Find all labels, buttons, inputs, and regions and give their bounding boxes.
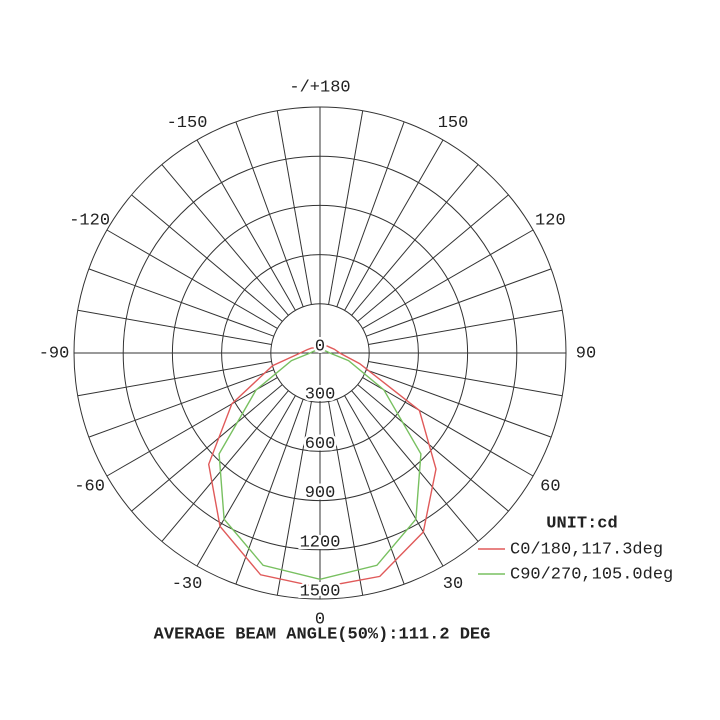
spoke	[362, 377, 534, 477]
curves	[207, 345, 437, 589]
angle-label: -30	[172, 575, 203, 594]
legend-label: C0/180,117.3deg	[510, 540, 663, 559]
angle-label: -150	[167, 114, 208, 133]
radial-label: 900	[305, 484, 336, 503]
spoke	[77, 361, 272, 397]
grid	[73, 106, 567, 600]
spoke	[196, 395, 296, 567]
angle-label: 0	[315, 610, 325, 629]
angle-label: 90	[576, 344, 596, 363]
unit-label: UNIT:cd	[546, 514, 617, 533]
radial-label: 1200	[300, 533, 341, 552]
spoke	[88, 369, 274, 438]
footer: AVERAGE BEAM ANGLE(50%):111.2 DEG	[154, 625, 491, 644]
spoke	[88, 268, 274, 337]
legend-label: C90/270,105.0deg	[510, 565, 673, 584]
spoke	[235, 399, 304, 585]
spoke	[131, 194, 283, 322]
spoke	[336, 399, 405, 585]
angle-label: 150	[438, 114, 469, 133]
labels: -/+180-150-120-90-60-3003060901201500300…	[39, 78, 674, 629]
spoke	[77, 309, 272, 345]
spoke	[328, 401, 364, 596]
spoke	[328, 110, 364, 305]
angle-label: -120	[69, 211, 110, 230]
radial-label: 300	[305, 386, 336, 405]
spoke	[344, 139, 444, 311]
spoke	[276, 110, 312, 305]
spoke	[344, 395, 444, 567]
spoke	[131, 384, 283, 512]
radial-label: 0	[315, 337, 325, 356]
spoke	[161, 164, 289, 316]
spoke	[362, 229, 534, 329]
angle-label: -90	[39, 344, 70, 363]
series-line	[218, 349, 422, 581]
spoke	[106, 229, 278, 329]
spoke	[357, 384, 509, 512]
angle-label: -/+180	[289, 78, 350, 97]
angle-label: 120	[535, 211, 566, 230]
series-line	[207, 345, 437, 589]
radial-label: 1500	[300, 582, 341, 601]
spoke	[351, 390, 479, 542]
spoke	[196, 139, 296, 311]
radial-label: 600	[305, 435, 336, 454]
spoke	[106, 377, 278, 477]
spoke	[161, 390, 289, 542]
angle-label: 30	[443, 575, 463, 594]
spoke	[357, 194, 509, 322]
spoke	[235, 121, 304, 307]
spoke	[366, 268, 552, 337]
angle-label: -60	[74, 477, 105, 496]
spoke	[351, 164, 479, 316]
spoke	[336, 121, 405, 307]
spoke	[368, 309, 563, 345]
spoke	[368, 361, 563, 397]
angle-label: 60	[540, 477, 560, 496]
spoke	[276, 401, 312, 596]
spoke	[366, 369, 552, 438]
